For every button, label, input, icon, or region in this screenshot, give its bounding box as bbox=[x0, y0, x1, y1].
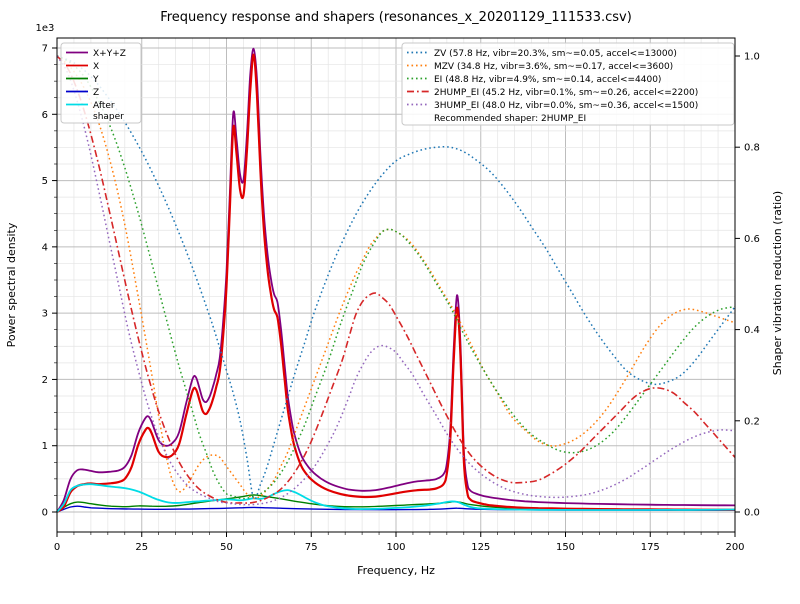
y-right-tick-label: 0.4 bbox=[744, 325, 760, 336]
legend-left-entry-label: Y bbox=[92, 75, 99, 85]
series-layer bbox=[56, 47, 736, 513]
series-shaper-3hump-ei bbox=[56, 55, 736, 506]
x-tick-label: 25 bbox=[135, 542, 148, 553]
y-left-tick-label: 7 bbox=[42, 44, 48, 55]
x-tick-label: 75 bbox=[305, 542, 318, 553]
y-axis-label-right: Shaper vibration reduction (ratio) bbox=[771, 191, 784, 375]
legend-right-box bbox=[401, 42, 735, 126]
legend-layer: X+Y+Z XYZ After shaper ZV (57.8 Hz, vibr=20.… bbox=[60, 42, 735, 126]
y-right-tick-label: 0.8 bbox=[744, 143, 760, 154]
legend-right-entry-label: MZV (34.8 Hz, vibr=3.6%, sm~=0.17, accel… bbox=[434, 62, 673, 72]
x-tick-label: 50 bbox=[220, 542, 233, 553]
legend-right: ZV (57.8 Hz, vibr=20.3%, sm~=0.05, accel… bbox=[401, 42, 735, 126]
y-left-tick-label: 6 bbox=[42, 110, 48, 121]
x-tick-label: 175 bbox=[641, 542, 660, 553]
y-right-tick-label: 0.0 bbox=[744, 508, 760, 519]
x-tick-label: 0 bbox=[54, 542, 60, 553]
y-left-tick-label: 3 bbox=[42, 309, 48, 320]
legend-left-entry-label: Z bbox=[93, 88, 99, 98]
x-axis-label: Frequency, Hz bbox=[357, 564, 435, 577]
legend-left-entry-label: X+Y+Z bbox=[93, 49, 126, 59]
series-shaper-zv bbox=[56, 55, 736, 501]
y-axis-label-left: Power spectral density bbox=[5, 222, 18, 347]
legend-left-box bbox=[60, 42, 142, 124]
y-right-tick-label: 0.2 bbox=[744, 416, 760, 427]
x-tick-label: 125 bbox=[471, 542, 490, 553]
x-tick-label: 150 bbox=[556, 542, 575, 553]
legend-left: X+Y+Z XYZ After shaper bbox=[60, 42, 142, 124]
legend-right-entry-label: EI (48.8 Hz, vibr=4.9%, sm~=0.14, accel<… bbox=[434, 75, 661, 85]
y-left-tick-label: 2 bbox=[42, 375, 48, 386]
series-shaper-ei bbox=[56, 55, 736, 500]
series-after-shaper bbox=[56, 483, 736, 513]
chart-title: Frequency response and shapers (resonanc… bbox=[160, 10, 632, 25]
x-tick-label: 200 bbox=[725, 542, 744, 553]
legend-left-entry-label: X bbox=[93, 62, 99, 72]
x-tick-label: 100 bbox=[386, 542, 405, 553]
series-x bbox=[56, 53, 736, 513]
y-left-tick-label: 5 bbox=[42, 176, 48, 187]
grid-layer bbox=[56, 38, 736, 532]
legend-right-note: Recommended shaper: 2HUMP_EI bbox=[434, 114, 586, 124]
y-left-tick-label: 0 bbox=[42, 508, 48, 519]
legend-left-entry-label: After shaper bbox=[93, 101, 124, 122]
y-right-tick-label: 1.0 bbox=[744, 52, 760, 63]
axes-layer: 0 25 50 75 100 125 150 175 200 0 1 2 3 4 5 6 7 0.0 0.2 0.4 0… bbox=[42, 44, 760, 554]
series-shaper-2hump-ei bbox=[56, 55, 736, 504]
y-left-tick-label: 4 bbox=[42, 242, 48, 253]
axis-offset-text: 1e3 bbox=[36, 23, 55, 34]
legend-right-entry-label: ZV (57.8 Hz, vibr=20.3%, sm~=0.05, accel… bbox=[434, 49, 677, 59]
legend-right-entry-label: 2HUMP_EI (45.2 Hz, vibr=0.1%, sm~=0.26, … bbox=[434, 88, 698, 98]
y-right-tick-label: 0.6 bbox=[744, 234, 760, 245]
y-left-tick-label: 1 bbox=[42, 441, 48, 452]
legend-right-entry-label: 3HUMP_EI (48.0 Hz, vibr=0.0%, sm~=0.36, … bbox=[434, 101, 698, 111]
series-shaper-mzv bbox=[56, 55, 736, 500]
series-x-plus-y-plus-z bbox=[56, 47, 736, 513]
